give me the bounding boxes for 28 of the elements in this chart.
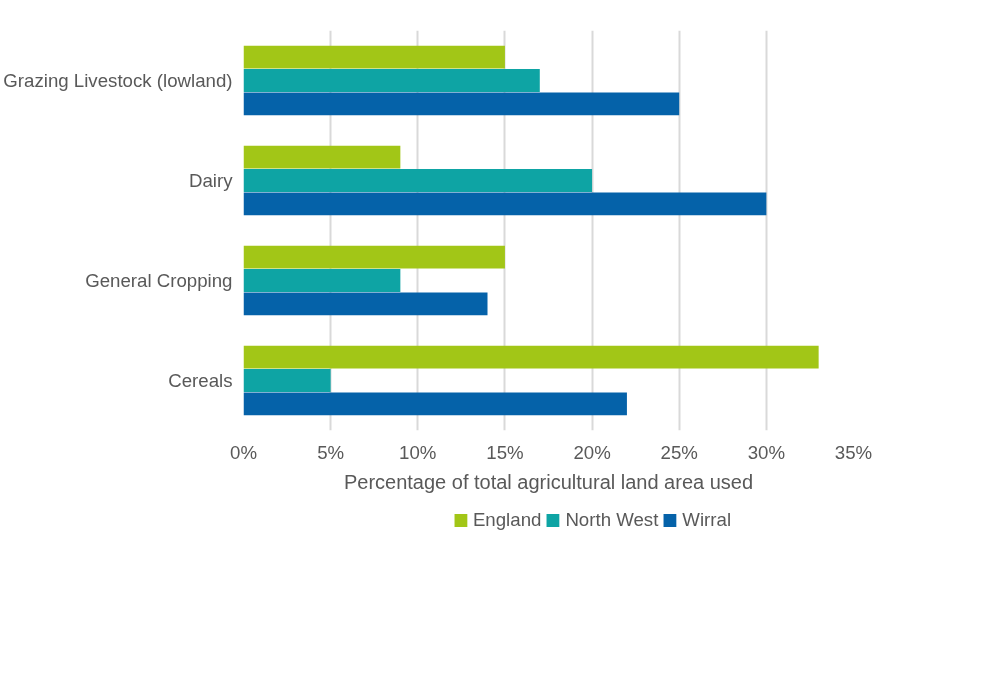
- bar: [243, 345, 819, 369]
- x-axis-title: Percentage of total agricultural land area used: [343, 470, 754, 493]
- bar: [243, 245, 505, 269]
- x-tick-label: 5%: [317, 441, 345, 463]
- x-tick-label: 0%: [230, 441, 257, 463]
- x-tick-label: 30%: [747, 441, 786, 463]
- bar: [243, 145, 401, 169]
- y-tick-label: General Cropping: [85, 270, 233, 291]
- bar: [243, 369, 331, 392]
- bar: [243, 292, 488, 316]
- y-tick-label: Cereals: [168, 370, 233, 391]
- bar: [243, 69, 540, 92]
- x-tick-label: 25%: [660, 441, 698, 463]
- legend-label: Wirral: [682, 509, 732, 531]
- x-tick-label: 15%: [486, 441, 524, 463]
- y-tick-label: Grazing Livestock (lowland): [3, 70, 233, 91]
- x-tick-label: 20%: [573, 441, 611, 463]
- legend-label: England: [472, 509, 542, 531]
- legend-label: North West: [565, 509, 659, 531]
- bar: [243, 45, 505, 69]
- bar: [243, 92, 680, 116]
- x-tick-label: 10%: [399, 441, 437, 463]
- y-tick-label: Dairy: [188, 170, 234, 191]
- bar: [243, 169, 593, 192]
- bar: [243, 269, 401, 292]
- x-tick-label: 35%: [834, 441, 873, 463]
- bar: [243, 192, 767, 216]
- bar: [243, 392, 627, 416]
